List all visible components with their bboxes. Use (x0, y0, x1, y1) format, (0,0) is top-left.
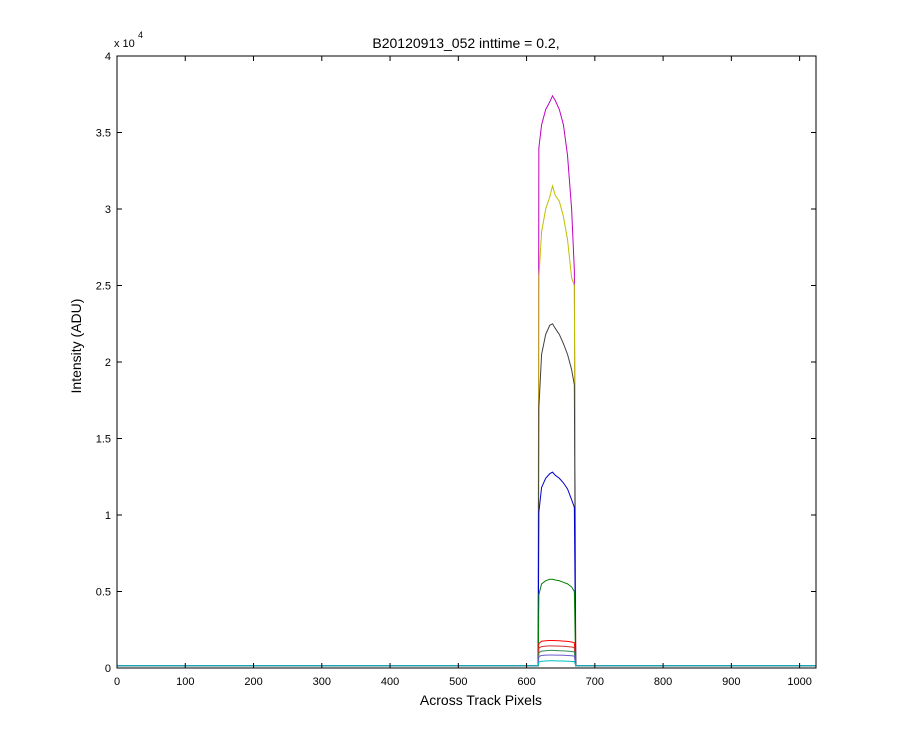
y-axis-label: Intensity (ADU) (68, 299, 84, 394)
x-tick-label: 500 (449, 676, 467, 688)
x-tick-label: 800 (654, 676, 672, 688)
y-tick-label: 2.5 (96, 281, 111, 293)
series-line-4 (117, 471, 816, 667)
x-tick-label: 400 (381, 676, 399, 688)
x-tick-label: 0 (114, 676, 120, 688)
x-tick-label: 300 (313, 676, 331, 688)
series-line-7 (117, 645, 816, 667)
series-line-3 (117, 323, 816, 667)
series-line-8 (117, 649, 816, 667)
plot-area (117, 56, 816, 668)
y-multiplier-exponent: 4 (138, 30, 143, 40)
y-tick-label: 3 (105, 204, 111, 216)
y-multiplier-base: x 10 (114, 38, 135, 50)
y-tick-label: 1 (105, 510, 111, 522)
series-line-6 (117, 639, 816, 667)
series-line-2 (117, 184, 816, 667)
y-axis-ticks: 0 0.5 1 1.5 2 2.5 3 3.5 4 (96, 51, 816, 675)
x-tick-label: 600 (517, 676, 535, 688)
x-tick-label: 100 (176, 676, 194, 688)
series-line-5 (117, 578, 816, 667)
y-tick-label: 0 (105, 663, 111, 675)
y-tick-label: 4 (105, 51, 111, 63)
x-axis-label: Across Track Pixels (420, 692, 542, 708)
x-axis-ticks: 0 100 200 300 400 500 600 700 800 900 1000 (114, 56, 812, 688)
series-line-10 (117, 660, 816, 667)
chart-title: B20120913_052 inttime = 0.2, (372, 35, 559, 51)
y-tick-label: 3.5 (96, 128, 111, 140)
x-tick-label: 1000 (787, 676, 811, 688)
series-line-9 (117, 654, 816, 667)
x-tick-label: 700 (586, 676, 604, 688)
x-tick-label: 900 (722, 676, 740, 688)
x-tick-label: 200 (244, 676, 262, 688)
y-tick-label: 2 (105, 357, 111, 369)
y-tick-label: 0.5 (96, 587, 111, 599)
series-layer (117, 94, 816, 667)
series-line-1 (117, 94, 816, 667)
y-tick-label: 1.5 (96, 434, 111, 446)
